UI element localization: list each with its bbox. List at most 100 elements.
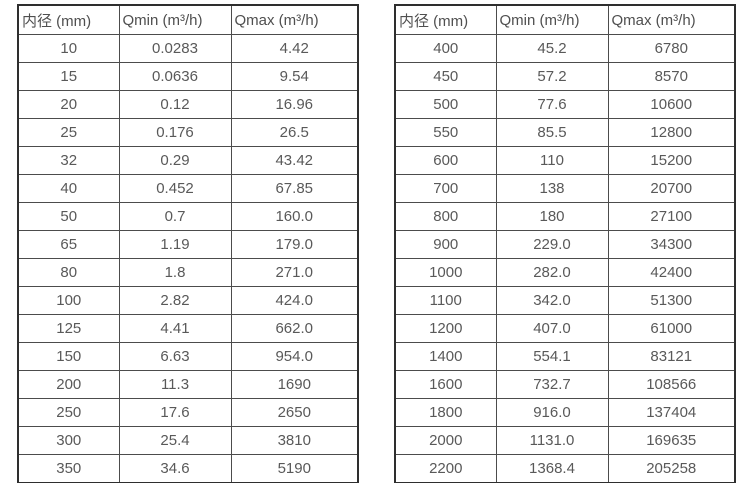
table-cell: 1800 (394, 398, 497, 427)
table-cell: 137404 (607, 398, 736, 427)
table-cell: 1131.0 (495, 426, 609, 455)
table-row: 25 0.176 26.5 (17, 118, 359, 147)
table-body: 10 0.0283 4.42 15 0.0636 9.54 20 0.12 16.96 25 0.1… (17, 34, 359, 483)
table-cell: 5190 (230, 454, 359, 483)
table-row: 1000 282.0 42400 (394, 258, 736, 287)
table-cell: 150 (17, 342, 120, 371)
table-cell: 67.85 (230, 174, 359, 203)
table-cell: 300 (17, 426, 120, 455)
table-cell: 0.0636 (118, 62, 232, 91)
table-cell: 400 (394, 34, 497, 63)
table-row: 15 0.0636 9.54 (17, 62, 359, 91)
table-cell: 250 (17, 398, 120, 427)
header-qmin: Qmin (m³/h) (495, 4, 609, 35)
table-cell: 0.176 (118, 118, 232, 147)
table-cell: 2.82 (118, 286, 232, 315)
table-row: 400 45.2 6780 (394, 34, 736, 63)
table-cell: 271.0 (230, 258, 359, 287)
table-cell: 700 (394, 174, 497, 203)
table-cell: 57.2 (495, 62, 609, 91)
table-row: 2000 1131.0 169635 (394, 426, 736, 455)
table-cell: 900 (394, 230, 497, 259)
table-cell: 229.0 (495, 230, 609, 259)
table-cell: 179.0 (230, 230, 359, 259)
table-body: 400 45.2 6780 450 57.2 8570 500 77.6 10600 550 85.… (394, 34, 736, 483)
table-cell: 26.5 (230, 118, 359, 147)
table-cell: 160.0 (230, 202, 359, 231)
table-cell: 2650 (230, 398, 359, 427)
table-cell: 12800 (607, 118, 736, 147)
table-cell: 16.96 (230, 90, 359, 119)
table-cell: 732.7 (495, 370, 609, 399)
table-cell: 0.452 (118, 174, 232, 203)
header-qmax: Qmax (m³/h) (230, 4, 359, 35)
flow-table-small-diameters: 内径 (mm) Qmin (m³/h) Qmax (m³/h) 10 0.0283… (17, 4, 359, 483)
table-cell: 1100 (394, 286, 497, 315)
table-cell: 1.19 (118, 230, 232, 259)
table-cell: 100 (17, 286, 120, 315)
table-row: 10 0.0283 4.42 (17, 34, 359, 63)
table-cell: 600 (394, 146, 497, 175)
table-row: 1200 407.0 61000 (394, 314, 736, 343)
table-cell: 6.63 (118, 342, 232, 371)
table-row: 500 77.6 10600 (394, 90, 736, 119)
table-row: 450 57.2 8570 (394, 62, 736, 91)
table-cell: 10600 (607, 90, 736, 119)
table-row: 80 1.8 271.0 (17, 258, 359, 287)
table-header: 内径 (mm) Qmin (m³/h) Qmax (m³/h) (394, 4, 736, 35)
table-row: 200 11.3 1690 (17, 370, 359, 399)
table-row: 50 0.7 160.0 (17, 202, 359, 231)
table-cell: 180 (495, 202, 609, 231)
table-cell: 10 (17, 34, 120, 63)
table-cell: 20700 (607, 174, 736, 203)
table-cell: 169635 (607, 426, 736, 455)
table-cell: 8570 (607, 62, 736, 91)
table-row: 250 17.6 2650 (17, 398, 359, 427)
table-cell: 110 (495, 146, 609, 175)
table-row: 20 0.12 16.96 (17, 90, 359, 119)
table-cell: 32 (17, 146, 120, 175)
header-inner-diameter: 内径 (mm) (394, 4, 497, 35)
table-cell: 1.8 (118, 258, 232, 287)
table-cell: 85.5 (495, 118, 609, 147)
table-cell: 43.42 (230, 146, 359, 175)
table-row: 1400 554.1 83121 (394, 342, 736, 371)
table-cell: 424.0 (230, 286, 359, 315)
table-cell: 77.6 (495, 90, 609, 119)
table-cell: 1200 (394, 314, 497, 343)
table-cell: 51300 (607, 286, 736, 315)
table-cell: 42400 (607, 258, 736, 287)
table-cell: 138 (495, 174, 609, 203)
table-cell: 50 (17, 202, 120, 231)
table-cell: 1368.4 (495, 454, 609, 483)
table-row: 125 4.41 662.0 (17, 314, 359, 343)
table-row: 1800 916.0 137404 (394, 398, 736, 427)
table-cell: 550 (394, 118, 497, 147)
table-row: 32 0.29 43.42 (17, 146, 359, 175)
table-cell: 45.2 (495, 34, 609, 63)
table-cell: 25 (17, 118, 120, 147)
table-cell: 125 (17, 314, 120, 343)
table-cell: 342.0 (495, 286, 609, 315)
table-cell: 282.0 (495, 258, 609, 287)
header-qmax: Qmax (m³/h) (607, 4, 736, 35)
table-cell: 450 (394, 62, 497, 91)
table-cell: 1000 (394, 258, 497, 287)
table-cell: 80 (17, 258, 120, 287)
table-cell: 6780 (607, 34, 736, 63)
table-cell: 40 (17, 174, 120, 203)
header-row: 内径 (mm) Qmin (m³/h) Qmax (m³/h) (394, 4, 736, 35)
table-cell: 500 (394, 90, 497, 119)
table-cell: 407.0 (495, 314, 609, 343)
table-cell: 200 (17, 370, 120, 399)
table-row: 1600 732.7 108566 (394, 370, 736, 399)
table-row: 100 2.82 424.0 (17, 286, 359, 315)
table-row: 350 34.6 5190 (17, 454, 359, 483)
table-cell: 0.12 (118, 90, 232, 119)
table-cell: 2000 (394, 426, 497, 455)
table-cell: 1400 (394, 342, 497, 371)
table-row: 65 1.19 179.0 (17, 230, 359, 259)
table-cell: 1690 (230, 370, 359, 399)
table-cell: 11.3 (118, 370, 232, 399)
